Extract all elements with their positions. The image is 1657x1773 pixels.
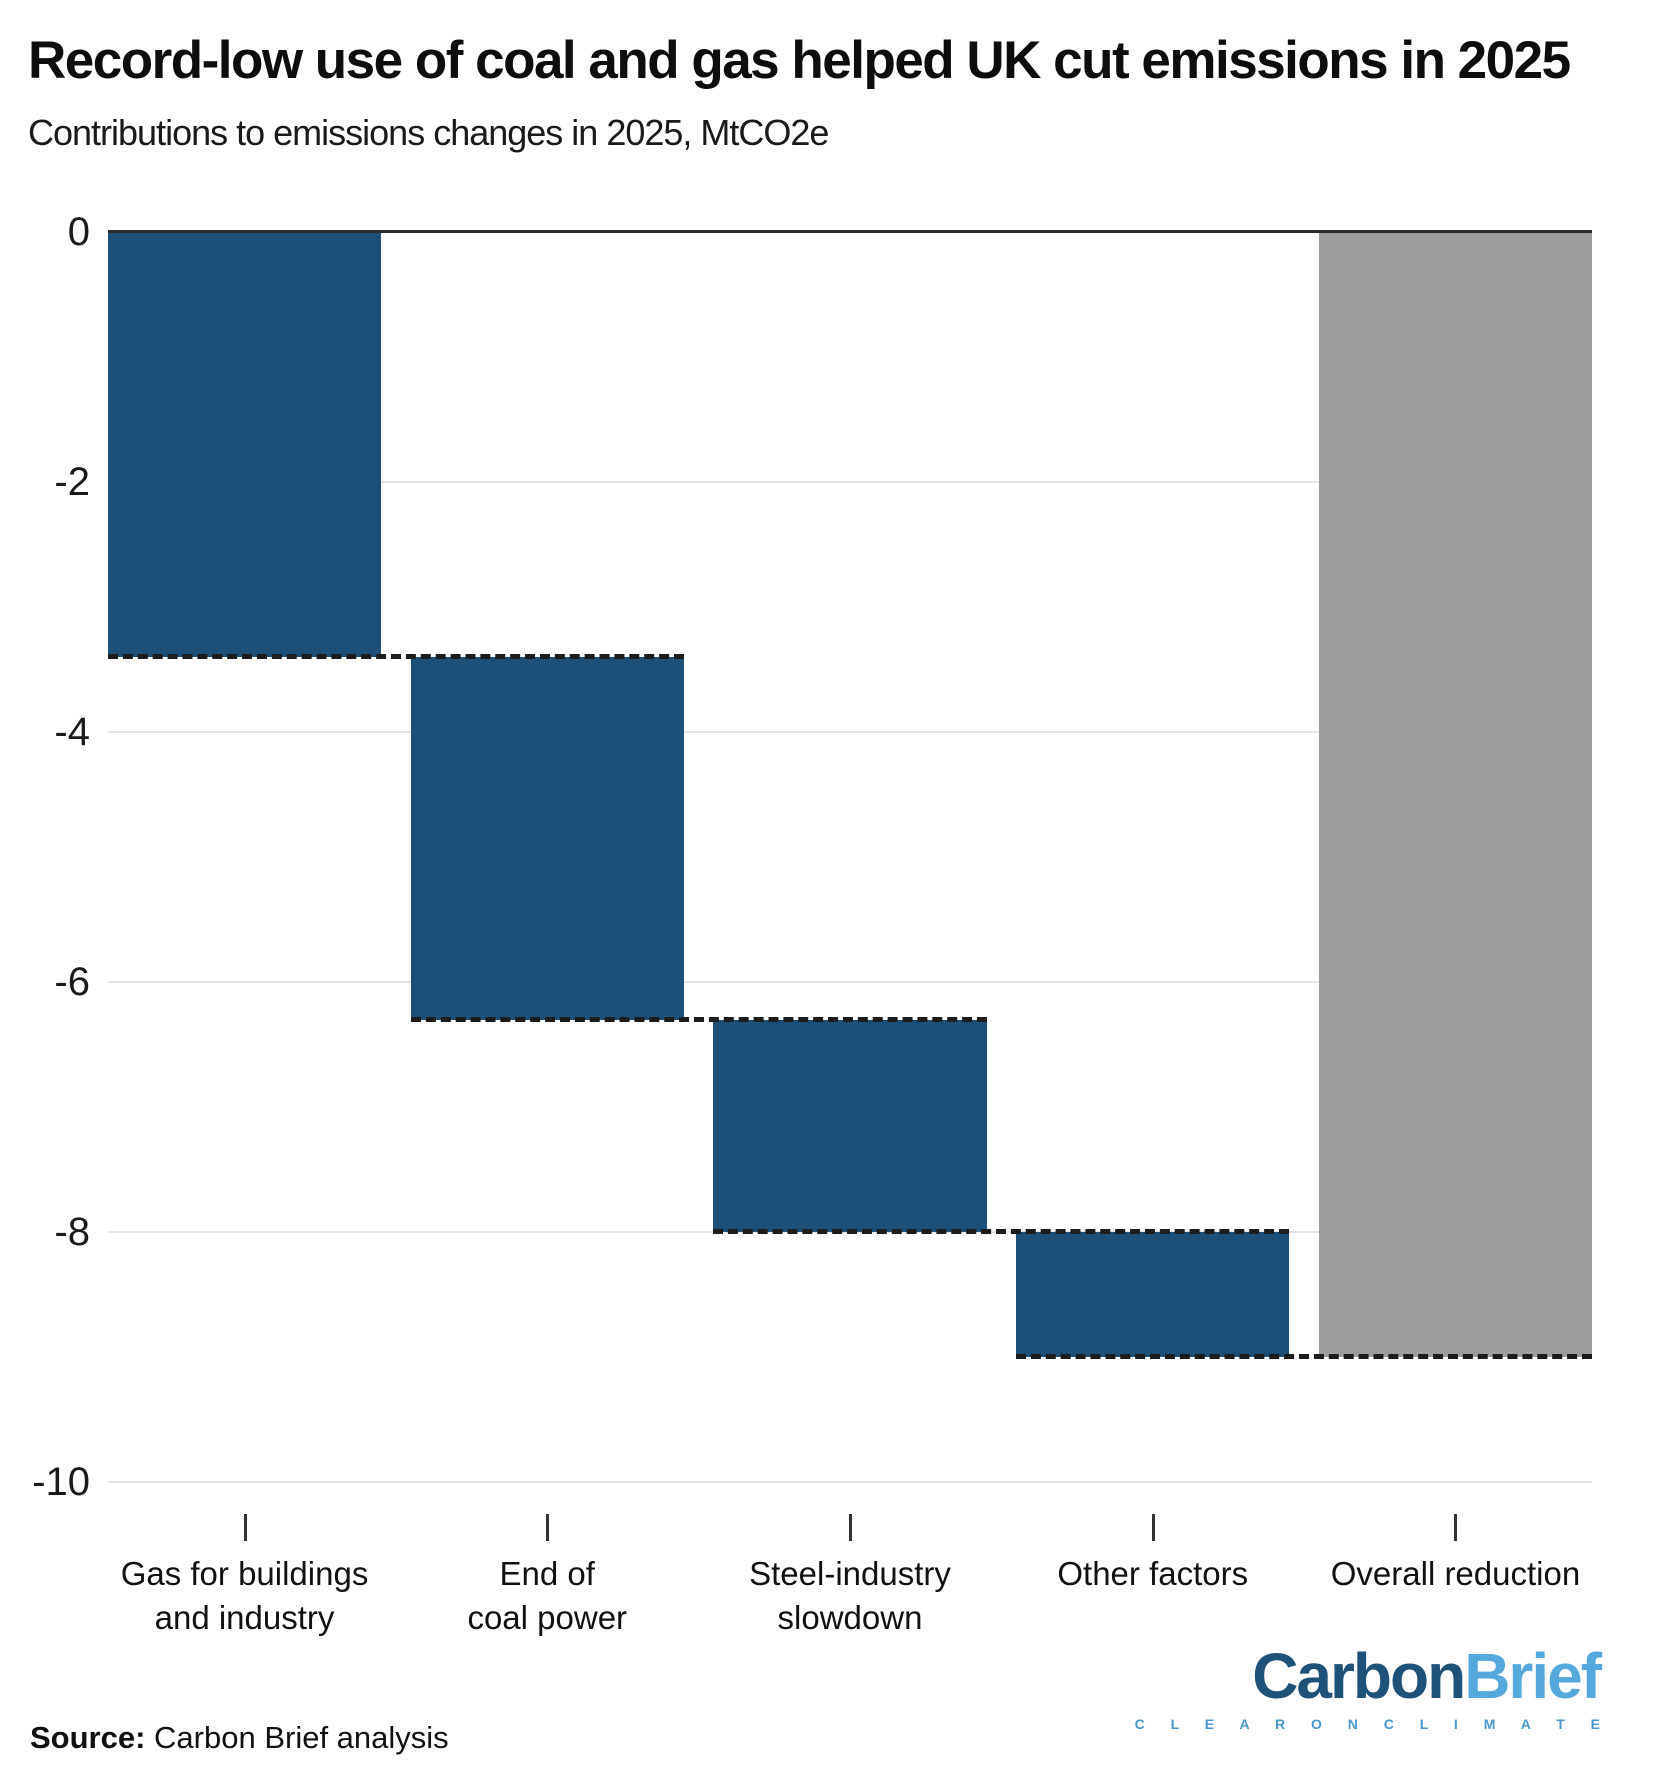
x-category-label-4: Overall reduction xyxy=(1331,1552,1580,1596)
x-category-label-line: Steel-industry xyxy=(749,1555,951,1592)
chart-subtitle: Contributions to emissions changes in 20… xyxy=(28,112,829,153)
y-tick-label-0: 0 xyxy=(67,210,90,254)
x-tick-4 xyxy=(1454,1514,1458,1541)
logo-brief: Brief xyxy=(1464,1640,1602,1712)
x-category-label-line: Overall reduction xyxy=(1330,1555,1581,1592)
source-text: Carbon Brief analysis xyxy=(145,1720,449,1755)
y-tick-label--4: -4 xyxy=(54,710,90,754)
bar-total xyxy=(1318,232,1592,1357)
y-tick-label--2: -2 xyxy=(54,460,90,504)
carbonbrief-logo: CarbonBrief C L E A R O N C L I M A T E xyxy=(1135,1640,1602,1732)
x-category-label-3: Other factors xyxy=(1057,1552,1248,1596)
x-axis: Gas for buildings and industry End of coal … xyxy=(108,1482,1592,1682)
zero-axis-line xyxy=(108,230,1592,233)
x-category-label-line: and industry xyxy=(154,1599,335,1636)
connector-2 xyxy=(713,1229,1290,1234)
x-category-label-2: Steel-industry slowdown xyxy=(749,1552,951,1640)
gridline--4 xyxy=(108,731,1592,733)
y-tick-label--6: -6 xyxy=(54,960,90,1004)
gridline--2 xyxy=(108,481,1592,483)
y-tick-label--8: -8 xyxy=(54,1210,90,1254)
bar-0 xyxy=(108,232,382,657)
connector-1 xyxy=(410,1016,987,1022)
plot-area xyxy=(108,230,1592,1483)
gridline--6 xyxy=(108,981,1592,983)
carbonbrief-wordmark: CarbonBrief xyxy=(1252,1640,1602,1712)
x-tick-3 xyxy=(1151,1514,1155,1541)
connector-3 xyxy=(1016,1354,1592,1359)
logo-tagline: C L E A R O N C L I M A T E xyxy=(1134,1716,1611,1732)
source-note: Source: Carbon Brief analysis xyxy=(30,1720,449,1756)
y-axis-labels: 0 -2 -4 -6 -8 -10 xyxy=(0,212,90,1502)
source-label: Source: xyxy=(30,1720,146,1755)
bar-3 xyxy=(1016,1232,1290,1357)
logo-carbon: Carbon xyxy=(1252,1640,1466,1712)
x-category-label-line: slowdown xyxy=(777,1599,923,1636)
x-category-label-1: End of coal power xyxy=(467,1552,627,1640)
gridline--10 xyxy=(108,1481,1592,1483)
chart-title: Record-low use of coal and gas helped UK… xyxy=(28,31,1571,90)
x-category-label-line: Other factors xyxy=(1057,1555,1249,1592)
x-tick-0 xyxy=(243,1514,247,1541)
bar-1 xyxy=(410,657,684,1020)
y-tick-label--10: -10 xyxy=(32,1460,90,1504)
x-category-label-line: End of xyxy=(499,1555,595,1592)
x-tick-2 xyxy=(849,1514,852,1541)
bar-2 xyxy=(713,1019,987,1232)
x-category-label-line: Gas for buildings xyxy=(120,1555,369,1592)
x-tick-1 xyxy=(546,1514,550,1541)
x-category-label-line: coal power xyxy=(467,1599,628,1636)
x-category-label-0: Gas for buildings and industry xyxy=(121,1552,369,1640)
connector-0 xyxy=(108,654,684,659)
